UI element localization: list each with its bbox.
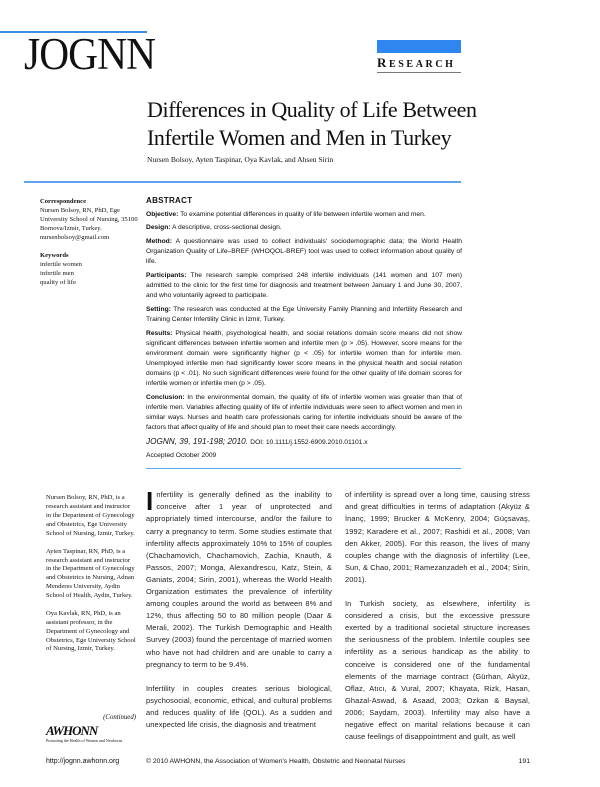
email-link[interactable]: nursenbolsoy@gmail.com bbox=[40, 233, 110, 241]
journal-url-link[interactable]: http://jognn.awhonn.org bbox=[46, 758, 120, 766]
author-bio: Nursen Bolsoy, RN, PhD, is a research as… bbox=[46, 494, 135, 537]
body-paragraph: In Turkish society, as elsewhere, infert… bbox=[345, 599, 530, 742]
author-bio: Oya Kavlak, RN, PhD, is an assistant pro… bbox=[46, 609, 136, 653]
awhonn-logo: AWHONN Promoting the Health of Women and… bbox=[46, 723, 123, 744]
header-accent-line bbox=[0, 31, 147, 33]
article-title: Differences in Quality of Life Between I… bbox=[147, 97, 477, 150]
keyword: infertile men bbox=[40, 269, 74, 277]
body-column-2: of infertility is spread over a long tim… bbox=[345, 489, 530, 743]
abstract-conclusion: Conclusion: In the environmental domain,… bbox=[146, 393, 462, 431]
abstract-heading: ABSTRACT bbox=[146, 195, 193, 205]
page-footer: http://jognn.awhonn.org © 2010 AWHONN, t… bbox=[24, 757, 530, 787]
left-margin-column: Nursen Bolsoy, RN, PhD, is a research as… bbox=[24, 489, 146, 743]
doi-link[interactable]: DOI: 10.1111/j.1552-6909.2010.01101.x bbox=[250, 438, 368, 446]
author-bio: Ayten Taspinar, RN, PhD, is a research a… bbox=[46, 547, 135, 600]
sidebar-correspondence: Correspondence Nursen Bolsoy, RN, PhD, E… bbox=[24, 196, 146, 466]
correspondence-text: Nursen Bolsoy, RN, PhD, Ege University S… bbox=[40, 206, 138, 232]
article-authors: Nursen Bolsoy, Ayten Taspinar, Oya Kavla… bbox=[147, 155, 334, 164]
abstract-row: Correspondence Nursen Bolsoy, RN, PhD, E… bbox=[24, 196, 530, 466]
keywords-heading: Keywords bbox=[40, 251, 69, 259]
drop-cap: I bbox=[146, 486, 154, 517]
author-bios: Nursen Bolsoy, RN, PhD, is a research as… bbox=[46, 494, 136, 663]
body-paragraph: of infertility is spread over a long tim… bbox=[345, 490, 530, 584]
divider bbox=[146, 468, 461, 470]
abstract-objective: Objective: To examine potential differen… bbox=[146, 210, 426, 218]
citation: JOGNN, 39, 191-198; 2010. DOI: 10.1111/j… bbox=[146, 436, 368, 446]
keyword: quality of life bbox=[40, 278, 76, 286]
body-paragraph: Infertility in couples creates serious b… bbox=[146, 683, 332, 729]
body-row: Nursen Bolsoy, RN, PhD, is a research as… bbox=[24, 486, 530, 743]
abstract-method: Method: A questionnaire was used to coll… bbox=[146, 237, 463, 266]
abstract: ABSTRACT Objective: To examine potential… bbox=[146, 196, 462, 466]
page-content: Differences in Quality of Life Between I… bbox=[24, 96, 530, 787]
section-accent-box bbox=[377, 40, 461, 53]
accepted-date: Accepted October 2009 bbox=[146, 452, 217, 460]
continued-note: (Continued) bbox=[103, 714, 136, 722]
keyword: infertile women bbox=[40, 260, 82, 268]
copyright: © 2010 AWHONN, the Association of Women'… bbox=[146, 758, 406, 766]
abstract-setting: Setting: The research was conducted at t… bbox=[146, 305, 462, 323]
section-label: RESEARCH bbox=[377, 56, 461, 73]
journal-logo: JOGNN bbox=[24, 29, 156, 79]
abstract-design: Design: A descriptive, cross-sectional d… bbox=[146, 224, 282, 232]
divider bbox=[24, 181, 461, 183]
abstract-participants: Participants: The research sample compri… bbox=[146, 271, 462, 300]
page-number: 191 bbox=[518, 758, 530, 766]
correspondence-heading: Correspondence bbox=[40, 197, 87, 205]
abstract-results: Results: Physical health, psychological … bbox=[146, 329, 463, 387]
